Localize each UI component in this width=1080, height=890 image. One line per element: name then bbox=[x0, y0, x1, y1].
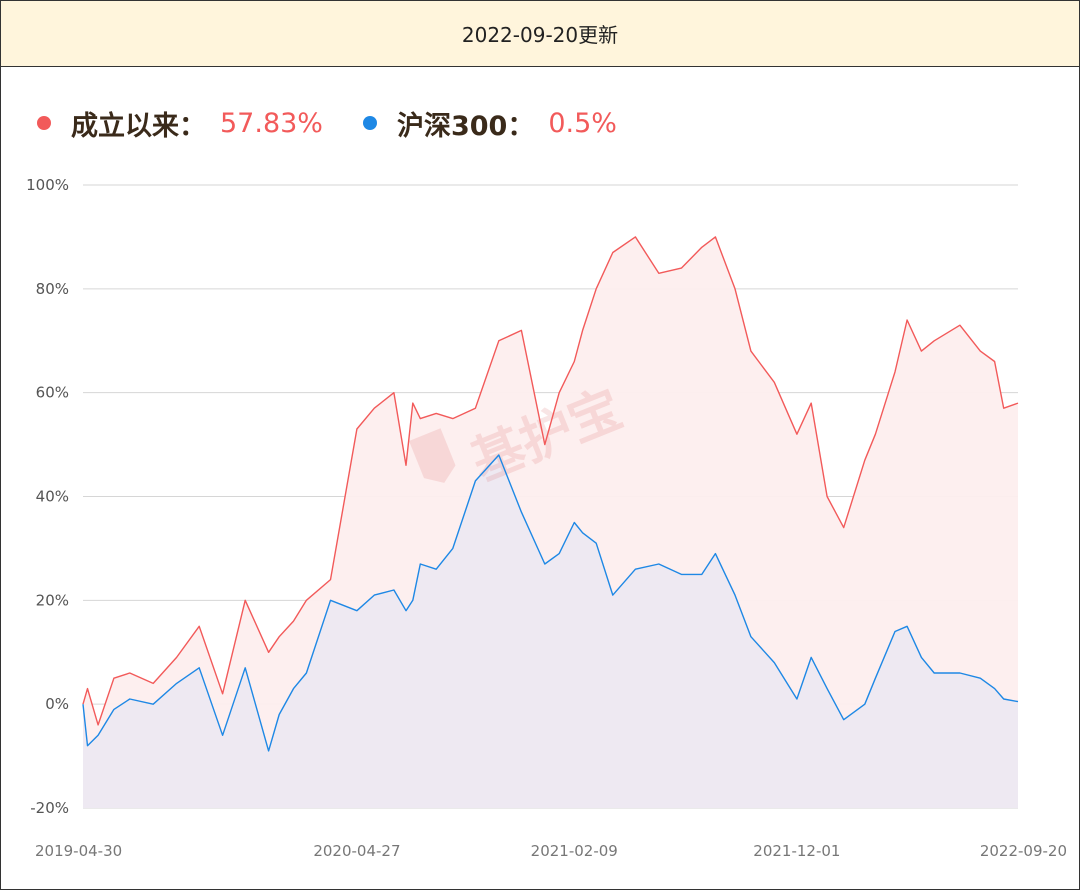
legend-label-fund: 成立以来： bbox=[71, 110, 206, 142]
legend-label-index: 沪深300： bbox=[396, 110, 535, 142]
x-tick-label: 2021-02-09 bbox=[531, 842, 618, 860]
y-tick-label: 0% bbox=[45, 695, 69, 713]
series-area-1 bbox=[83, 455, 1018, 808]
y-tick-label: -20% bbox=[30, 799, 69, 817]
update-header: 2022-09-20更新 bbox=[1, 1, 1079, 67]
legend-item-index: 沪深300： 0.5% bbox=[362, 104, 617, 143]
x-tick-label: 2019-04-30 bbox=[35, 842, 122, 860]
x-tick-label: 2020-04-27 bbox=[313, 842, 400, 860]
watermark-logo-icon bbox=[409, 428, 456, 483]
x-tick-label: 2021-12-01 bbox=[753, 842, 840, 860]
y-tick-label: 100% bbox=[26, 176, 69, 194]
legend-dot-blue-icon bbox=[362, 116, 377, 130]
series-line-1 bbox=[82, 454, 1019, 752]
series-line-0 bbox=[82, 236, 1019, 726]
legend-item-fund: 成立以来： 57.83% bbox=[37, 104, 323, 143]
x-tick-label: 2022-09-20 bbox=[980, 842, 1067, 860]
y-tick-label: 40% bbox=[36, 488, 69, 506]
legend: 成立以来： 57.83% 沪深300： 0.5% bbox=[37, 101, 657, 145]
update-date: 2022-09-20更新 bbox=[461, 23, 619, 47]
y-tick-label: 20% bbox=[36, 591, 69, 609]
y-tick-label: 80% bbox=[36, 280, 69, 298]
y-tick-label: 60% bbox=[36, 384, 69, 402]
legend-value-fund: 57.83% bbox=[220, 107, 323, 139]
legend-value-index: 0.5% bbox=[548, 107, 617, 139]
legend-dot-red-icon bbox=[37, 116, 51, 130]
